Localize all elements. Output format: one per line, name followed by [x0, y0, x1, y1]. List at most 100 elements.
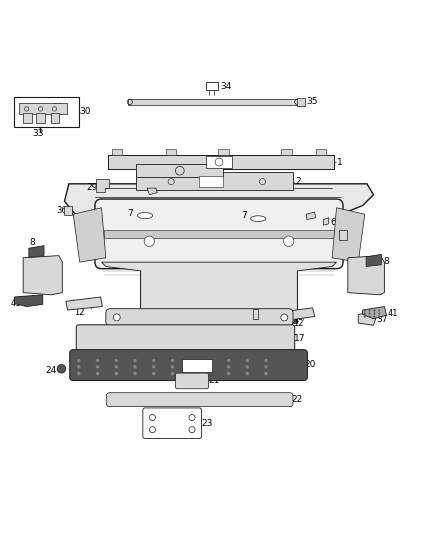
Polygon shape [29, 246, 44, 257]
Circle shape [378, 313, 380, 314]
Bar [19, 103, 67, 114]
Text: 2: 2 [295, 177, 301, 186]
Circle shape [264, 372, 268, 375]
Bar [14, 97, 79, 127]
Circle shape [281, 314, 288, 321]
Text: 24: 24 [45, 366, 56, 375]
Circle shape [115, 372, 118, 375]
FancyBboxPatch shape [106, 309, 293, 326]
Polygon shape [358, 312, 376, 325]
Text: 37: 37 [377, 315, 388, 324]
Bar [339, 230, 346, 239]
Bar [104, 230, 334, 238]
Circle shape [364, 313, 366, 314]
Text: 7: 7 [241, 211, 247, 220]
Bar [64, 206, 72, 215]
Circle shape [227, 365, 230, 369]
Text: 9: 9 [45, 263, 51, 272]
Circle shape [364, 316, 366, 318]
Polygon shape [64, 184, 374, 323]
Circle shape [152, 372, 155, 375]
Bar [253, 309, 258, 319]
Text: 7: 7 [127, 209, 133, 218]
Circle shape [152, 359, 155, 362]
Circle shape [144, 236, 155, 246]
Circle shape [283, 236, 294, 246]
Text: 29: 29 [86, 183, 98, 192]
Circle shape [133, 365, 137, 369]
Circle shape [171, 372, 174, 375]
FancyBboxPatch shape [95, 199, 343, 269]
FancyBboxPatch shape [176, 373, 208, 389]
Circle shape [171, 359, 174, 362]
Circle shape [113, 314, 120, 321]
Circle shape [96, 365, 99, 369]
Text: 3: 3 [144, 178, 149, 187]
Circle shape [246, 359, 249, 362]
Text: 33: 33 [32, 129, 43, 138]
Polygon shape [66, 297, 102, 310]
Text: 21: 21 [208, 376, 220, 385]
Text: 12: 12 [74, 308, 85, 317]
Polygon shape [14, 295, 43, 306]
Circle shape [246, 372, 249, 375]
Text: 22: 22 [292, 395, 303, 404]
Polygon shape [363, 306, 387, 319]
Polygon shape [102, 262, 336, 321]
Circle shape [115, 359, 118, 362]
Circle shape [77, 365, 81, 369]
Circle shape [149, 426, 155, 433]
Bar [136, 164, 223, 177]
Circle shape [364, 310, 366, 311]
Polygon shape [23, 256, 62, 295]
Bar [166, 149, 177, 155]
Ellipse shape [138, 213, 152, 219]
FancyBboxPatch shape [106, 393, 293, 407]
Text: 1: 1 [336, 158, 342, 166]
Text: 12: 12 [293, 319, 304, 328]
Circle shape [374, 316, 375, 318]
Circle shape [152, 365, 155, 369]
Circle shape [133, 359, 137, 362]
Bar [199, 176, 223, 187]
Bar [108, 155, 334, 168]
Text: 31: 31 [53, 103, 64, 112]
Text: 30: 30 [80, 108, 91, 117]
Polygon shape [306, 212, 316, 220]
Text: 28: 28 [179, 158, 191, 166]
Text: 34: 34 [220, 82, 232, 91]
Circle shape [264, 365, 268, 369]
Circle shape [133, 372, 137, 375]
Text: 8: 8 [30, 238, 35, 247]
Polygon shape [279, 308, 315, 321]
Text: 6: 6 [331, 219, 336, 228]
Text: 32: 32 [49, 115, 60, 124]
Text: 17: 17 [294, 334, 305, 343]
Bar [51, 114, 59, 123]
Bar [316, 149, 326, 155]
Text: 14: 14 [289, 316, 300, 325]
Circle shape [96, 359, 99, 362]
Text: 23: 23 [201, 419, 213, 428]
Bar [127, 99, 300, 106]
FancyBboxPatch shape [70, 350, 307, 381]
Circle shape [369, 316, 371, 318]
Text: 36: 36 [57, 206, 67, 215]
Circle shape [96, 372, 99, 375]
Circle shape [369, 313, 371, 314]
Circle shape [227, 359, 230, 362]
Circle shape [57, 365, 66, 373]
Text: 35: 35 [306, 98, 318, 107]
Bar [182, 359, 212, 372]
Text: 20: 20 [305, 360, 316, 369]
Circle shape [378, 316, 380, 318]
Circle shape [374, 310, 375, 311]
Circle shape [369, 310, 371, 311]
Circle shape [374, 313, 375, 314]
Bar [36, 114, 45, 123]
Polygon shape [332, 208, 365, 262]
Circle shape [264, 359, 268, 362]
Circle shape [171, 365, 174, 369]
FancyBboxPatch shape [76, 325, 295, 352]
Polygon shape [348, 256, 385, 295]
